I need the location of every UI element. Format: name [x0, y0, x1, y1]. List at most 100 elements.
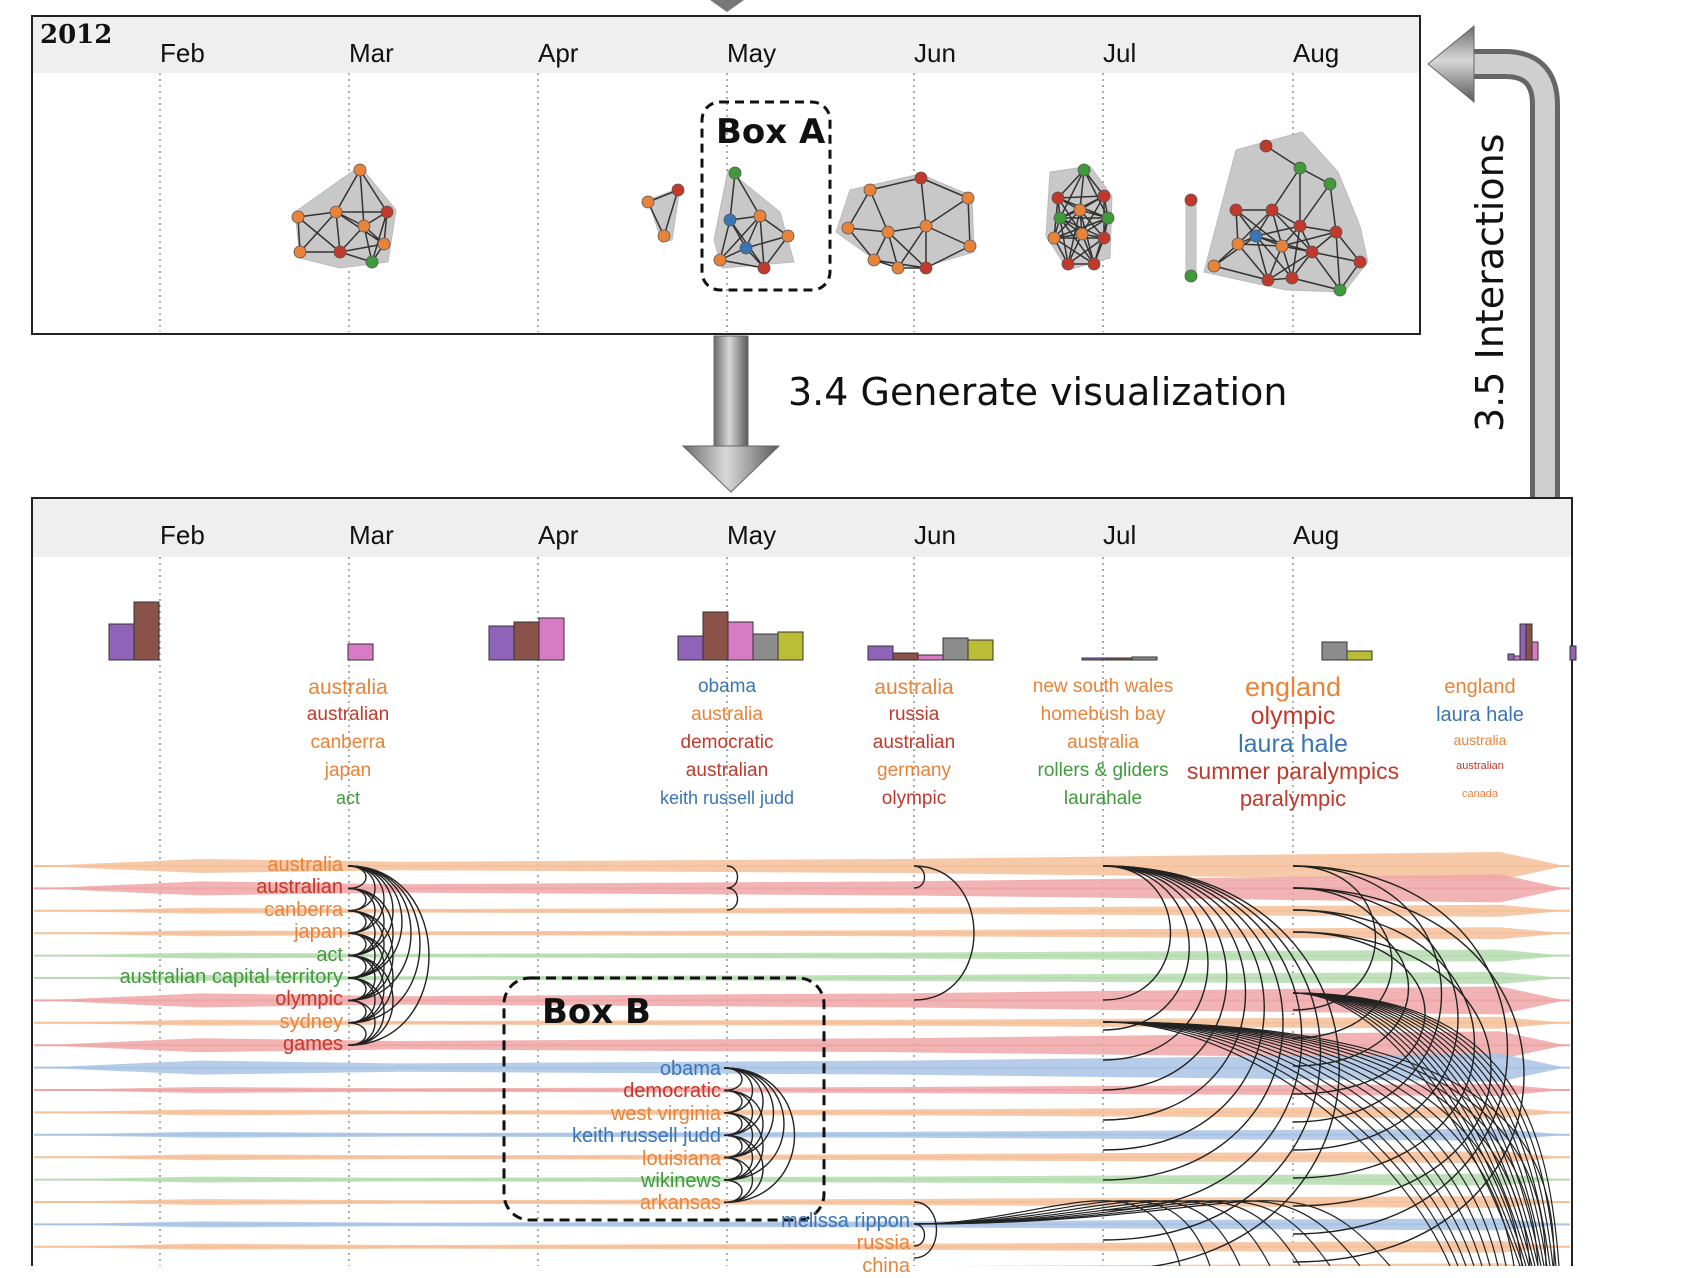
network-edge: [299, 211, 337, 253]
topic-label[interactable]: act: [316, 943, 343, 966]
topic-label[interactable]: arkansas: [639, 1192, 721, 1215]
cloud-word[interactable]: germany: [877, 760, 951, 781]
bar: [538, 617, 565, 661]
network-edge: [297, 216, 341, 253]
cloud-word[interactable]: canberra: [310, 732, 386, 753]
bar: [1321, 641, 1348, 661]
network-node: [293, 245, 307, 259]
network-node: [1184, 193, 1198, 207]
network-node: [329, 205, 343, 219]
topic-label[interactable]: australia: [267, 854, 343, 876]
network-node: [728, 166, 742, 180]
topic-label[interactable]: china: [862, 1254, 910, 1277]
cloud-word[interactable]: australia: [874, 676, 954, 699]
network-edge: [719, 215, 761, 261]
cloud-word[interactable]: australia: [308, 676, 388, 699]
cloud-word[interactable]: summer paralympics: [1186, 758, 1400, 784]
bar: [1081, 657, 1108, 661]
bar: [917, 654, 944, 661]
cloud-word[interactable]: australian: [872, 732, 956, 753]
box-b-label: Box B: [542, 992, 651, 1032]
cloud-word[interactable]: olympic: [1250, 702, 1336, 730]
topic-label[interactable]: wikinews: [640, 1170, 721, 1192]
network-node: [1051, 191, 1065, 205]
cooccurrence-arc: [1102, 865, 1303, 1211]
cooccurrence-arc: [1292, 992, 1542, 1266]
network-edge: [1081, 195, 1105, 235]
topic-label[interactable]: west virginia: [610, 1102, 721, 1125]
topic-label[interactable]: games: [282, 1033, 343, 1056]
topic-label[interactable]: louisiana: [642, 1147, 721, 1170]
network-node: [671, 183, 685, 197]
bar: [133, 601, 160, 661]
cloud-word[interactable]: australia: [691, 704, 763, 725]
cloud-word[interactable]: england: [1244, 672, 1342, 702]
topic-label[interactable]: olympic: [275, 988, 343, 1011]
topic-label[interactable]: keith russell judd: [572, 1125, 721, 1148]
network-edge: [920, 177, 969, 199]
topic-label[interactable]: melissa rippon: [781, 1210, 910, 1232]
topic-label[interactable]: australian: [256, 876, 343, 899]
topic-label[interactable]: russia: [856, 1232, 910, 1255]
cloud-word[interactable]: japan: [324, 760, 372, 781]
cloud-word[interactable]: canada: [1461, 788, 1499, 800]
bar-glyph: [488, 617, 565, 661]
cloud-word[interactable]: obama: [697, 676, 757, 697]
cloud-word[interactable]: act: [335, 788, 361, 808]
topic-label[interactable]: obama: [659, 1058, 721, 1080]
cooccurrence-arc: [347, 865, 412, 1002]
topic-label[interactable]: japan: [294, 921, 343, 944]
topic-label[interactable]: canberra: [264, 898, 343, 921]
topic-label[interactable]: australian capital territory: [119, 966, 343, 988]
cooccurrence-arc: [1292, 992, 1554, 1266]
cloud-word[interactable]: keith russell judd: [659, 788, 795, 808]
topic-label[interactable]: sydney: [279, 1010, 343, 1033]
cloud-word[interactable]: russia: [888, 704, 940, 725]
network-node: [863, 183, 877, 197]
bottom-panel: [31, 497, 1577, 1266]
cloud-word[interactable]: laura hale: [1436, 704, 1524, 726]
cloud-word[interactable]: australian: [306, 704, 390, 725]
cooccurrence-arc: [1102, 1021, 1467, 1266]
cloud-word[interactable]: australian: [1456, 760, 1504, 772]
cloud-word[interactable]: homebush bay: [1040, 704, 1166, 725]
month-label: Feb: [160, 520, 205, 550]
network-cluster: [1184, 193, 1198, 283]
network-node: [1184, 269, 1198, 283]
cloud-word[interactable]: olympic: [881, 788, 947, 809]
cloud-word[interactable]: laurahale: [1063, 788, 1143, 809]
cooccurrence-arc: [1102, 865, 1284, 1181]
network-cluster: [1203, 131, 1369, 297]
cloud-word[interactable]: australian: [685, 760, 769, 781]
topic-stream-band: [40, 1151, 1565, 1164]
bar-glyph: [1081, 656, 1158, 661]
cooccurrence-arc: [1292, 992, 1560, 1266]
cloud-word[interactable]: laura hale: [1238, 730, 1348, 758]
cooccurrence-arc: [1102, 865, 1265, 1151]
month-label: Mar: [349, 520, 394, 550]
bar: [513, 621, 540, 661]
network-node: [377, 237, 391, 251]
box-b: [502, 976, 826, 1222]
generate-visualization-label: 3.4 Generate visualization: [788, 370, 1288, 414]
cooccurrence-arc: [723, 1067, 796, 1204]
cloud-word[interactable]: democratic: [680, 732, 774, 753]
network-node: [1207, 259, 1221, 273]
network-edge: [925, 225, 971, 247]
network-node: [1097, 189, 1111, 203]
bar: [1525, 623, 1533, 661]
topic-label[interactable]: democratic: [623, 1080, 721, 1103]
network-node: [1353, 255, 1367, 269]
cloud-word[interactable]: paralympic: [1239, 786, 1347, 811]
interactions-arrow: [1427, 24, 1560, 498]
cooccurrence-arc: [1292, 887, 1525, 1263]
cloud-word[interactable]: england: [1444, 676, 1516, 698]
cloud-word[interactable]: new south wales: [1032, 676, 1174, 697]
cloud-word[interactable]: australia: [1067, 732, 1139, 753]
cloud-word[interactable]: rollers & gliders: [1037, 760, 1169, 781]
cooccurrence-arc: [1102, 1021, 1483, 1266]
cloud-word[interactable]: australia: [1453, 732, 1507, 748]
network-node: [1285, 271, 1299, 285]
network-edge: [1237, 243, 1269, 281]
cooccurrence-arc: [913, 1200, 1331, 1266]
